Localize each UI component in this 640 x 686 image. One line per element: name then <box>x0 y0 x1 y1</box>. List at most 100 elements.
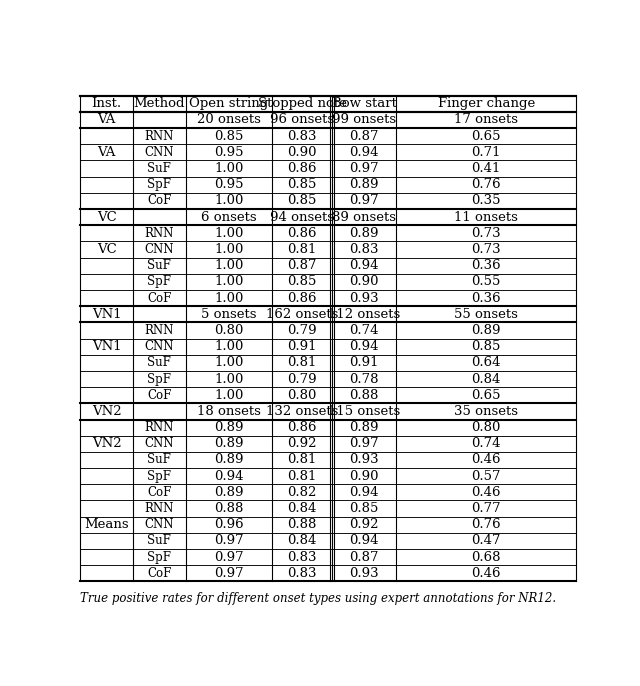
Text: 0.97: 0.97 <box>214 534 244 547</box>
Text: RNN: RNN <box>145 502 174 515</box>
Text: Method: Method <box>134 97 185 110</box>
Text: 0.81: 0.81 <box>287 356 317 369</box>
Text: 0.64: 0.64 <box>472 356 501 369</box>
Text: 0.80: 0.80 <box>472 421 501 434</box>
Text: 0.81: 0.81 <box>287 470 317 483</box>
Text: 0.97: 0.97 <box>349 437 379 450</box>
Text: 0.89: 0.89 <box>214 421 244 434</box>
Text: VN2: VN2 <box>92 405 122 418</box>
Text: 0.41: 0.41 <box>472 162 501 175</box>
Text: SpF: SpF <box>147 470 172 483</box>
Text: 0.78: 0.78 <box>349 372 379 386</box>
Text: 0.97: 0.97 <box>214 567 244 580</box>
Text: 1.00: 1.00 <box>214 356 244 369</box>
Text: 1.00: 1.00 <box>214 372 244 386</box>
Text: 99 onsets: 99 onsets <box>332 113 396 126</box>
Text: SuF: SuF <box>147 534 172 547</box>
Text: 0.84: 0.84 <box>287 502 317 515</box>
Text: 18 onsets: 18 onsets <box>197 405 261 418</box>
Text: 0.86: 0.86 <box>287 226 317 239</box>
Text: CNN: CNN <box>145 519 174 531</box>
Text: 6 onsets: 6 onsets <box>201 211 257 224</box>
Text: VN1: VN1 <box>92 308 122 321</box>
Text: SuF: SuF <box>147 162 172 175</box>
Text: VA: VA <box>97 145 116 158</box>
Text: 0.97: 0.97 <box>349 162 379 175</box>
Text: CoF: CoF <box>147 389 172 402</box>
Text: 0.83: 0.83 <box>349 243 379 256</box>
Text: 0.89: 0.89 <box>214 437 244 450</box>
Text: 0.84: 0.84 <box>287 534 317 547</box>
Text: 0.86: 0.86 <box>287 162 317 175</box>
Text: 0.95: 0.95 <box>214 145 244 158</box>
Text: CoF: CoF <box>147 567 172 580</box>
Text: 1.00: 1.00 <box>214 292 244 305</box>
Text: 0.87: 0.87 <box>349 130 379 143</box>
Text: 0.86: 0.86 <box>287 421 317 434</box>
Text: 0.90: 0.90 <box>349 470 379 483</box>
Text: 0.97: 0.97 <box>349 194 379 207</box>
Text: 0.93: 0.93 <box>349 567 379 580</box>
Text: CNN: CNN <box>145 340 174 353</box>
Text: 0.46: 0.46 <box>472 486 501 499</box>
Text: 0.95: 0.95 <box>214 178 244 191</box>
Text: 0.77: 0.77 <box>472 502 501 515</box>
Text: 0.88: 0.88 <box>349 389 379 402</box>
Text: SpF: SpF <box>147 551 172 564</box>
Text: 0.91: 0.91 <box>349 356 379 369</box>
Text: 0.85: 0.85 <box>472 340 501 353</box>
Text: 162 onsets: 162 onsets <box>266 308 339 321</box>
Text: 0.80: 0.80 <box>287 389 317 402</box>
Text: VN1: VN1 <box>92 340 122 353</box>
Text: 0.73: 0.73 <box>472 226 501 239</box>
Text: Inst.: Inst. <box>92 97 122 110</box>
Text: 1.00: 1.00 <box>214 243 244 256</box>
Text: 0.89: 0.89 <box>349 421 379 434</box>
Text: 0.97: 0.97 <box>214 551 244 564</box>
Text: 1.00: 1.00 <box>214 340 244 353</box>
Text: 0.87: 0.87 <box>287 259 317 272</box>
Text: 0.94: 0.94 <box>349 259 379 272</box>
Text: RNN: RNN <box>145 324 174 337</box>
Text: Bow start: Bow start <box>332 97 397 110</box>
Text: 0.73: 0.73 <box>472 243 501 256</box>
Text: 0.89: 0.89 <box>472 324 501 337</box>
Text: Open string: Open string <box>189 97 269 110</box>
Text: 0.90: 0.90 <box>287 145 317 158</box>
Text: 0.92: 0.92 <box>349 519 379 531</box>
Text: 0.85: 0.85 <box>349 502 379 515</box>
Text: SpF: SpF <box>147 178 172 191</box>
Text: 0.74: 0.74 <box>349 324 379 337</box>
Text: 0.65: 0.65 <box>472 389 501 402</box>
Text: 0.89: 0.89 <box>214 453 244 466</box>
Text: 0.87: 0.87 <box>349 551 379 564</box>
Text: 0.65: 0.65 <box>472 130 501 143</box>
Text: 0.46: 0.46 <box>472 453 501 466</box>
Text: CoF: CoF <box>147 486 172 499</box>
Text: 0.85: 0.85 <box>287 178 317 191</box>
Text: 20 onsets: 20 onsets <box>197 113 261 126</box>
Text: 0.81: 0.81 <box>287 243 317 256</box>
Text: 0.89: 0.89 <box>349 178 379 191</box>
Text: 96 onsets: 96 onsets <box>270 113 334 126</box>
Text: VN2: VN2 <box>92 437 122 450</box>
Text: 0.94: 0.94 <box>214 470 244 483</box>
Text: 5 onsets: 5 onsets <box>202 308 257 321</box>
Text: 0.80: 0.80 <box>214 324 244 337</box>
Text: 112 onsets: 112 onsets <box>328 308 401 321</box>
Text: Means: Means <box>84 519 129 531</box>
Text: 0.93: 0.93 <box>349 292 379 305</box>
Text: 0.76: 0.76 <box>472 519 501 531</box>
Text: CNN: CNN <box>145 437 174 450</box>
Text: 0.82: 0.82 <box>287 486 317 499</box>
Text: 0.36: 0.36 <box>472 292 501 305</box>
Text: 1.00: 1.00 <box>214 259 244 272</box>
Text: 1.00: 1.00 <box>214 275 244 288</box>
Text: 0.85: 0.85 <box>287 194 317 207</box>
Text: 1.00: 1.00 <box>214 162 244 175</box>
Text: 35 onsets: 35 onsets <box>454 405 518 418</box>
Text: 0.96: 0.96 <box>214 519 244 531</box>
Text: 0.89: 0.89 <box>349 226 379 239</box>
Text: 0.94: 0.94 <box>349 340 379 353</box>
Text: RNN: RNN <box>145 226 174 239</box>
